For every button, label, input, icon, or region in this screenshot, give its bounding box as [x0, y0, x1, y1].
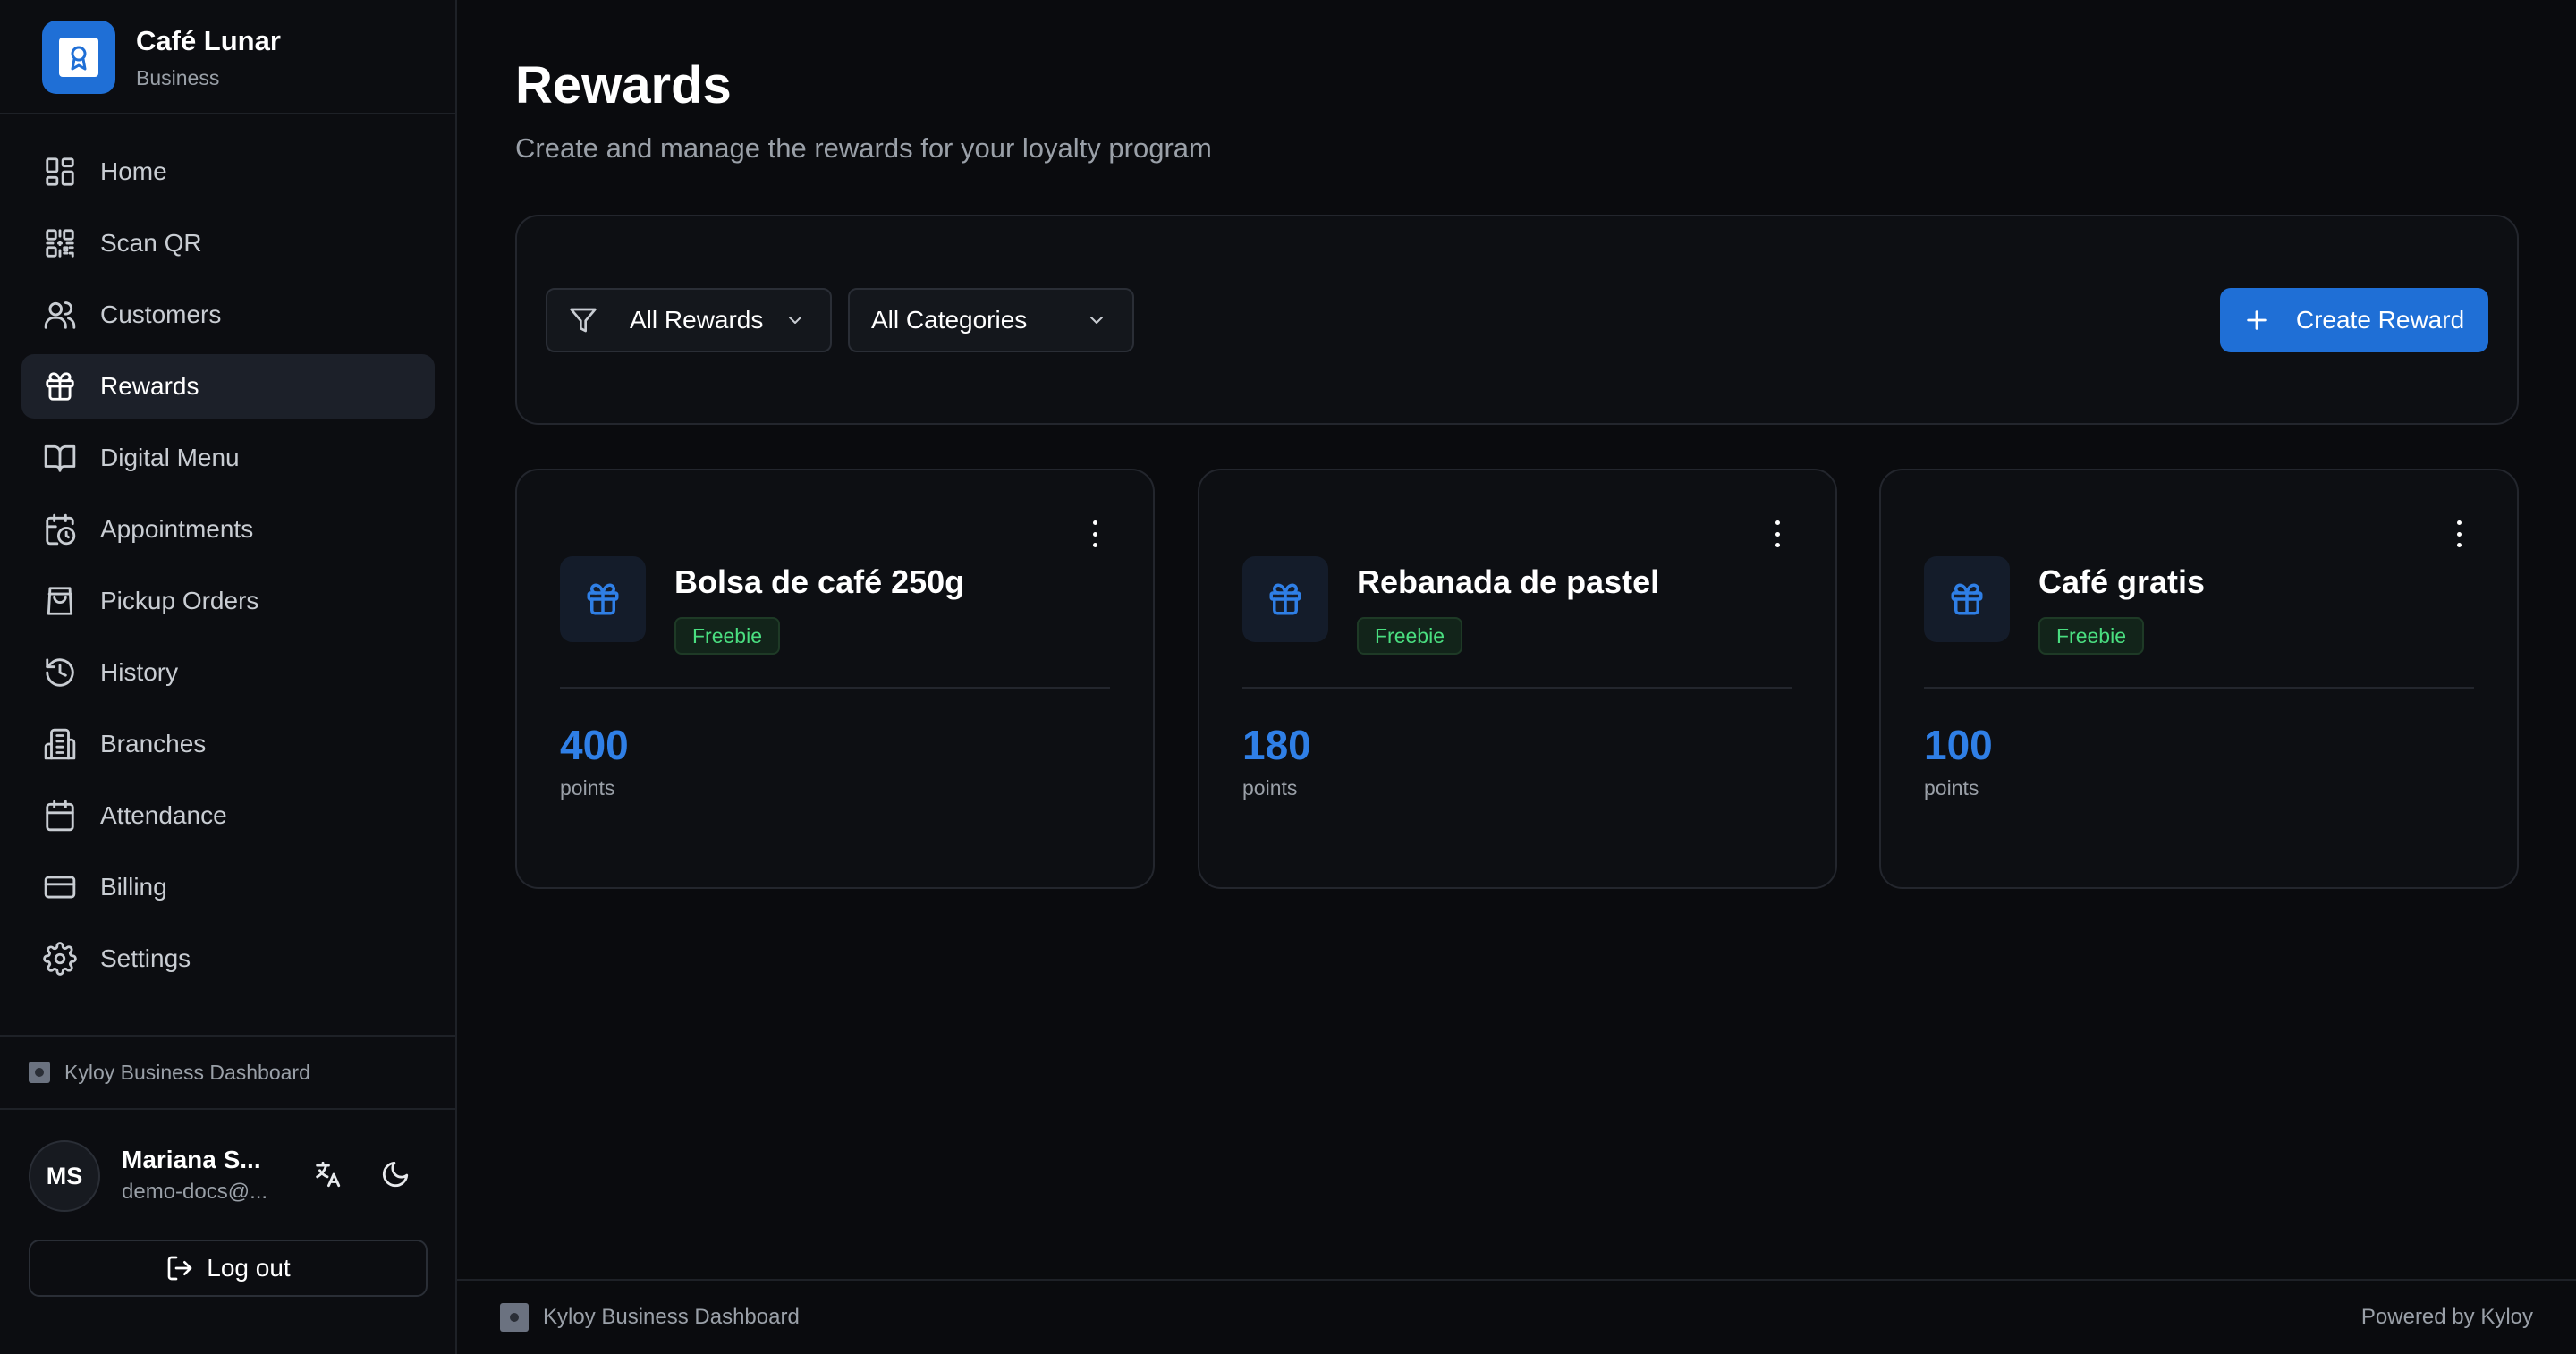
sidebar-item-label: Appointments — [100, 515, 254, 543]
reward-type-badge: Freebie — [2038, 617, 2144, 655]
qr-code-icon — [43, 226, 77, 260]
create-reward-button[interactable]: Create Reward — [2220, 288, 2488, 352]
sidebar-item-label: Billing — [100, 873, 167, 901]
avatar: MS — [29, 1140, 100, 1212]
credit-card-icon — [43, 870, 77, 904]
sidebar-item-label: Attendance — [100, 801, 227, 829]
sidebar-item-label: Branches — [100, 730, 207, 757]
categories-filter-dropdown[interactable]: All Categories — [848, 288, 1134, 352]
award-icon — [71, 46, 87, 71]
reward-type-badge: Freebie — [1357, 617, 1462, 655]
book-icon — [43, 441, 77, 475]
history-icon — [43, 656, 77, 690]
reward-points: 100 — [1924, 722, 1993, 768]
sidebar-item-label: Pickup Orders — [100, 587, 259, 614]
theme-toggle-button[interactable] — [374, 1153, 417, 1196]
sidebar-item-home[interactable]: Home — [21, 140, 435, 204]
translate-icon — [316, 1161, 341, 1188]
chevron-down-icon — [789, 317, 802, 324]
kyloy-logo-icon — [29, 1062, 50, 1083]
gift-icon — [1924, 556, 2010, 642]
gift-icon — [1242, 556, 1328, 642]
categories-filter-label: All Categories — [871, 306, 1028, 334]
reward-points-label: points — [560, 776, 615, 800]
card-divider — [1924, 687, 2474, 689]
reward-points: 400 — [560, 722, 629, 768]
logout-icon — [167, 1256, 192, 1281]
sidebar-nav: Home Scan QR Customers Rewards Digital M… — [21, 140, 435, 998]
sidebar-item-history[interactable]: History — [21, 640, 435, 705]
brand-name: Café Lunar — [136, 25, 281, 56]
sidebar-item-label: Rewards — [100, 372, 199, 400]
user-panel: MS Mariana S... demo-docs@... Log out — [0, 1110, 455, 1354]
shopping-bag-icon — [43, 584, 77, 618]
rewards-toolbar: All Rewards All Categories Create Reward — [515, 215, 2519, 425]
reward-name: Bolsa de café 250g — [674, 563, 965, 600]
chevron-down-icon — [1090, 317, 1103, 324]
sidebar-footer-label: Kyloy Business Dashboard — [64, 1060, 310, 1084]
gear-icon — [43, 942, 77, 976]
sidebar-item-pickup-orders[interactable]: Pickup Orders — [21, 569, 435, 633]
filter-icon — [570, 308, 597, 333]
card-divider — [560, 687, 1110, 689]
reward-card[interactable]: Bolsa de café 250g Freebie 400 points — [515, 469, 1155, 889]
dashboard-icon — [43, 155, 77, 189]
reward-type-badge: Freebie — [674, 617, 780, 655]
page-subtitle: Create and manage the rewards for your l… — [515, 132, 1212, 164]
sidebar-item-label: History — [100, 658, 179, 686]
sidebar-item-billing[interactable]: Billing — [21, 855, 435, 919]
logout-label: Log out — [207, 1254, 291, 1282]
main-content: Rewards Create and manage the rewards fo… — [457, 0, 2576, 1354]
reward-points: 180 — [1242, 722, 1311, 768]
reward-points-label: points — [1242, 776, 1298, 800]
kyloy-logo-icon — [500, 1303, 529, 1332]
more-options-icon[interactable] — [1090, 520, 1099, 547]
sidebar-item-rewards[interactable]: Rewards — [21, 354, 435, 419]
sidebar-item-scan-qr[interactable]: Scan QR — [21, 211, 435, 275]
sidebar-item-customers[interactable]: Customers — [21, 283, 435, 347]
sidebar-item-appointments[interactable]: Appointments — [21, 497, 435, 562]
sidebar: Café Lunar Business Home Scan QR Custome… — [0, 0, 457, 1354]
reward-points-label: points — [1924, 776, 1979, 800]
more-options-icon[interactable] — [1773, 520, 1782, 547]
sidebar-item-attendance[interactable]: Attendance — [21, 783, 435, 848]
powered-by-label: Powered by Kyloy — [2360, 1305, 2533, 1329]
sidebar-item-branches[interactable]: Branches — [21, 712, 435, 776]
sidebar-item-label: Scan QR — [100, 229, 202, 257]
logout-button[interactable]: Log out — [29, 1240, 428, 1297]
footer-brand-label: Kyloy Business Dashboard — [543, 1305, 800, 1329]
page-title: Rewards — [515, 56, 732, 114]
sidebar-footer-brand: Kyloy Business Dashboard — [0, 1035, 455, 1110]
brand-header: Café Lunar Business — [0, 0, 455, 114]
users-icon — [43, 298, 77, 332]
card-divider — [1242, 687, 1792, 689]
brand-logo — [42, 21, 115, 94]
page-footer: Kyloy Business Dashboard Powered by Kylo… — [457, 1279, 2576, 1354]
user-name: Mariana S... — [122, 1146, 261, 1173]
reward-name: Rebanada de pastel — [1357, 563, 1660, 600]
language-button[interactable] — [306, 1153, 349, 1196]
more-options-icon[interactable] — [2454, 520, 2463, 547]
building-icon — [43, 727, 77, 761]
create-reward-label: Create Reward — [2295, 306, 2465, 334]
reward-card[interactable]: Café gratis Freebie 100 points — [1879, 469, 2519, 889]
rewards-filter-label: All Rewards — [630, 306, 764, 334]
reward-name: Café gratis — [2038, 563, 2206, 600]
calendar-icon — [43, 799, 77, 833]
sidebar-item-settings[interactable]: Settings — [21, 927, 435, 991]
sidebar-item-label: Settings — [100, 944, 191, 972]
rewards-filter-dropdown[interactable]: All Rewards — [546, 288, 832, 352]
gift-icon — [43, 369, 77, 403]
sidebar-item-label: Home — [100, 157, 167, 185]
reward-card[interactable]: Rebanada de pastel Freebie 180 points — [1198, 469, 1837, 889]
gift-icon — [560, 556, 646, 642]
sidebar-item-digital-menu[interactable]: Digital Menu — [21, 426, 435, 490]
calendar-clock-icon — [43, 512, 77, 546]
sidebar-item-label: Customers — [100, 300, 222, 328]
brand-subtitle: Business — [136, 66, 220, 89]
plus-icon — [2247, 310, 2267, 330]
moon-icon — [382, 1161, 409, 1188]
user-email: demo-docs@... — [122, 1180, 268, 1204]
sidebar-item-label: Digital Menu — [100, 444, 240, 471]
